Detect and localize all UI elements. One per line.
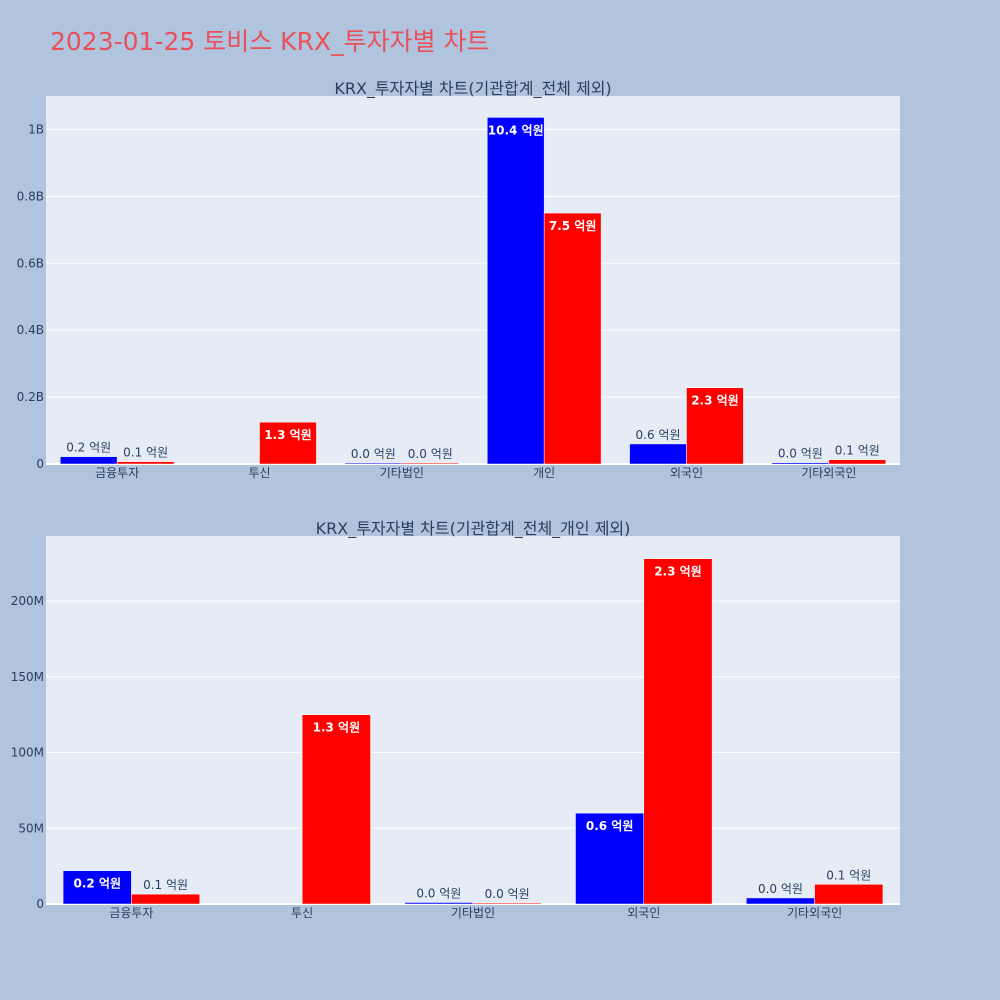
data-label: 0.6 억원 — [586, 819, 634, 833]
y-tick-label: 0.6B — [17, 256, 44, 270]
data-label: 0.0 억원 — [408, 447, 453, 461]
y-tick-label: 0.8B — [17, 189, 44, 203]
chart-bottom: 0 50M 100M 150M 200M KRX_투자자별 차트(기관합계_전체_개인 제… — [11, 519, 900, 920]
bar — [629, 443, 687, 465]
data-label: 0.1 억원 — [143, 878, 188, 892]
data-label: 0.1 억원 — [123, 446, 168, 460]
bar — [486, 117, 545, 465]
bar — [131, 893, 200, 905]
data-label: 0.2 억원 — [66, 441, 111, 455]
data-label: 0.6 억원 — [636, 428, 681, 442]
data-label: 1.3 억원 — [313, 721, 361, 735]
bar — [259, 421, 317, 465]
x-tick-label: 투신 — [248, 466, 270, 480]
data-label: 0.1 억원 — [826, 868, 871, 882]
bar — [62, 870, 132, 905]
bar — [828, 459, 887, 465]
bar — [472, 902, 542, 905]
data-label: 1.3 억원 — [264, 428, 312, 442]
x-tick-label: 금융투자 — [109, 906, 153, 920]
x-tick-label: 기타법인 — [451, 906, 495, 920]
bar — [814, 884, 884, 905]
data-label: 0.1 억원 — [835, 444, 880, 458]
data-label: 0.2 억원 — [73, 877, 121, 891]
data-label: 10.4 억원 — [488, 123, 544, 137]
data-label: 0.0 억원 — [416, 886, 461, 900]
data-label: 0.0 억원 — [485, 887, 530, 901]
y-tick-label: 1B — [28, 122, 44, 136]
data-label: 7.5 억원 — [549, 219, 597, 233]
bar — [116, 461, 175, 465]
data-label: 2.3 억원 — [654, 565, 702, 579]
x-tick-label: 개인 — [533, 466, 555, 480]
chart-top: 0 0.2B 0.4B 0.6B 0.8B 1B KRX_투자자별 차트(기관합계_전체 제… — [17, 79, 900, 480]
data-label: 0.0 억원 — [758, 882, 803, 896]
y-tick-label: 0.2B — [17, 390, 44, 404]
y-tick-label: 200M — [11, 594, 44, 608]
bar — [771, 462, 830, 465]
x-tick-label: 기타외국인 — [801, 466, 856, 480]
data-label: 0.0 억원 — [351, 447, 396, 461]
bar — [404, 902, 474, 905]
data-label: 0.0 억원 — [778, 447, 823, 461]
bar — [401, 462, 460, 465]
x-tick-label: 투신 — [291, 906, 313, 920]
x-tick-label: 외국인 — [627, 906, 660, 920]
y-tick-label: 150M — [11, 670, 44, 684]
x-tick-label: 기타법인 — [380, 466, 424, 480]
data-label: 2.3 억원 — [691, 394, 739, 408]
chart-title: KRX_투자자별 차트(기관합계_전체 제외) — [334, 79, 611, 99]
bar — [59, 456, 118, 465]
plot-background — [46, 96, 900, 464]
page-title: 2023-01-25 토비스 KRX_투자자별 차트 — [50, 27, 490, 56]
y-tick-label: 100M — [11, 746, 44, 760]
bar — [344, 462, 403, 465]
bar — [543, 212, 602, 465]
bar — [301, 714, 371, 905]
plot-background — [46, 536, 900, 904]
chart-title: KRX_투자자별 차트(기관합계_전체_개인 제외) — [316, 519, 631, 539]
x-tick-label: 금융투자 — [95, 466, 139, 480]
bar — [746, 897, 815, 905]
bar — [686, 387, 744, 465]
bar — [643, 558, 713, 905]
y-tick-label: 50M — [18, 821, 44, 835]
x-tick-label: 외국인 — [670, 466, 703, 480]
y-tick-label: 0 — [36, 457, 44, 471]
y-tick-label: 0.4B — [17, 323, 44, 337]
x-tick-label: 기타외국인 — [787, 906, 842, 920]
y-tick-label: 0 — [36, 897, 44, 911]
